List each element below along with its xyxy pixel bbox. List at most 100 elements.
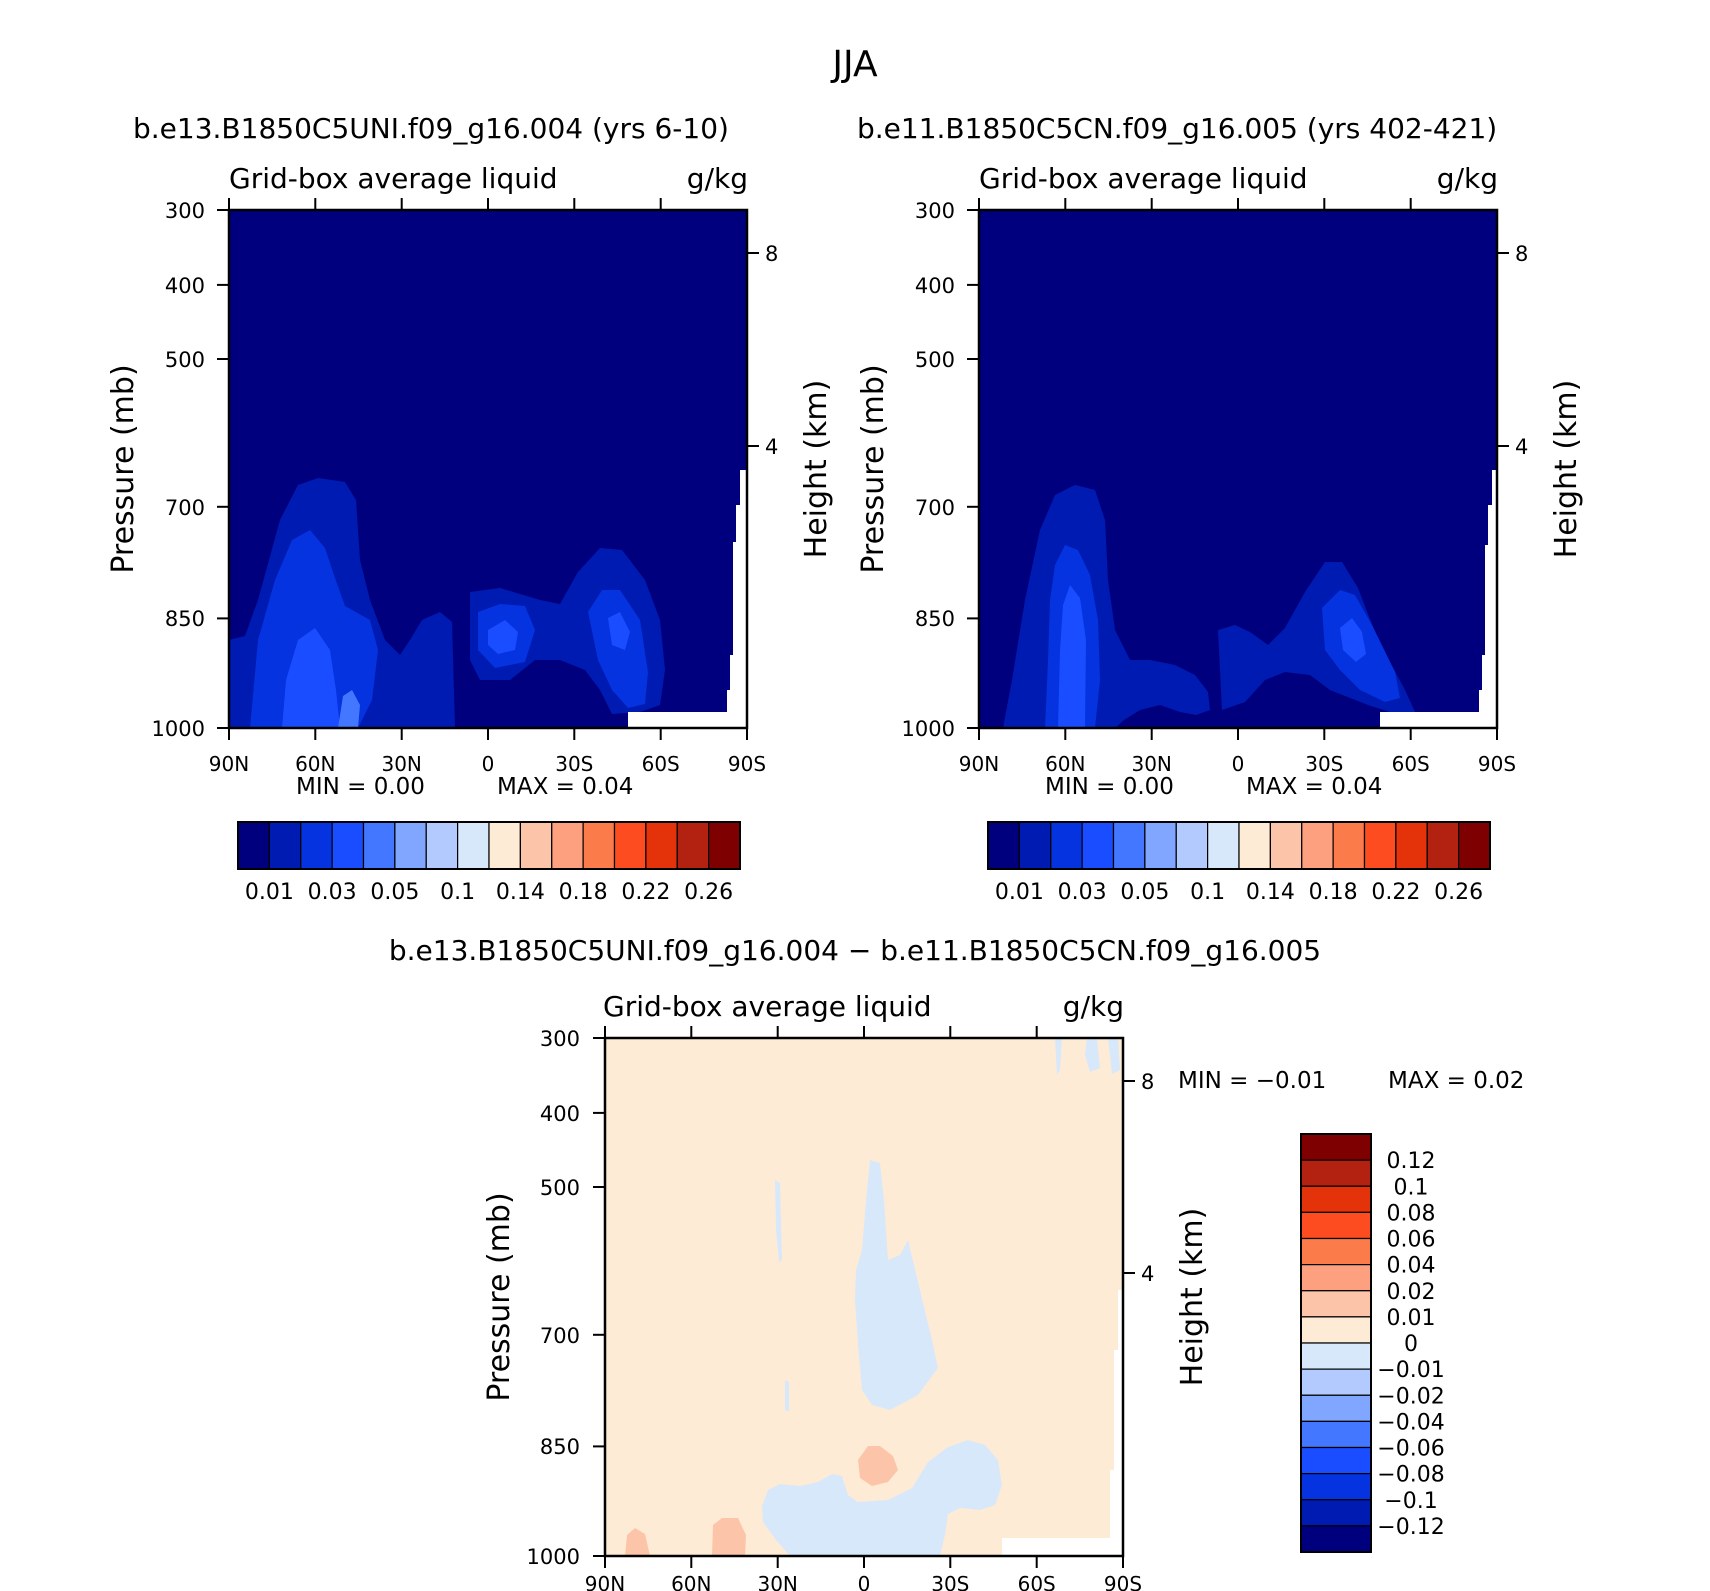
panel1-colorbar-box-5 — [394, 821, 427, 870]
panel3-colorbar-label: −0.02 — [1377, 1384, 1444, 1409]
panel2-case-title: b.e11.B1850C5CN.f09_g16.005 (yrs 402-421… — [857, 112, 1498, 145]
panel1-colorbar-box-2 — [300, 821, 333, 870]
panel3-xlabel-0: 0 — [858, 1572, 871, 1591]
panel3-ylabel-850: 850 — [540, 1435, 580, 1459]
panel2-colorbar-label: 0.03 — [1058, 880, 1107, 905]
panel3-contour-neg-top1 — [1055, 1038, 1062, 1075]
panel3-case-title: b.e13.B1850C5UNI.f09_g16.004 − b.e11.B18… — [388, 934, 1322, 967]
panel3-colorbar-box-8 — [1300, 1342, 1372, 1370]
panel3-colorbar-label: −0.04 — [1377, 1410, 1444, 1435]
panel2-colorbar-box-1 — [1018, 821, 1052, 870]
panel1-colorbar-box-13 — [645, 821, 678, 870]
panel3-contour-pos-0.01a — [858, 1446, 898, 1486]
panel1-colorbar-label: 0.14 — [496, 880, 545, 905]
panel2-contour-0.03 — [1058, 585, 1086, 728]
panel3-contour-pos-0.01b — [625, 1528, 650, 1556]
panel2-colorbar-box-11 — [1332, 821, 1366, 870]
panel1-y-axis-title: Pressure (mb) — [106, 364, 141, 573]
panel2-xlabel-90s: 90S — [1478, 752, 1516, 776]
panel2-colorbar-box-10 — [1301, 821, 1334, 870]
panel2-colorbar-box-5 — [1144, 821, 1177, 870]
panel3-contour-neg-main — [855, 1160, 938, 1410]
panel2-colorbar-box-3 — [1081, 821, 1115, 870]
panel3-field-label: Grid-box average liquid — [603, 990, 932, 1023]
panel1-xlabel-90n: 90N — [209, 752, 249, 776]
panel2-ylabel-850: 850 — [915, 607, 955, 631]
panel2-colorbar-frame — [987, 821, 1491, 870]
panel3-colorbar-box-2 — [1300, 1185, 1372, 1213]
panel2-y2label-4: 4 — [1515, 435, 1528, 459]
panel2-ylabel-700: 700 — [915, 496, 955, 520]
panel1-y2-axis-title: Height (km) — [799, 380, 834, 559]
panel3-contour-neg-sliver1 — [775, 1180, 782, 1262]
panel3-colorbar-label: −0.06 — [1377, 1437, 1444, 1462]
panel2-missing-data — [1380, 470, 1497, 728]
panel3-min-text: MIN = −0.01 — [1178, 1068, 1327, 1094]
panel1-xlabel-0: 0 — [482, 752, 495, 776]
panel1-ylabel-400: 400 — [165, 274, 205, 298]
panel1-colorbar-box-11 — [582, 821, 616, 870]
panel2-colorbar-box-15 — [1458, 821, 1491, 870]
panel2-colorbar-box-9 — [1269, 821, 1303, 870]
panel1-colorbar-label: 0.1 — [440, 880, 475, 905]
panel1-colorbar-label: 0.03 — [308, 880, 357, 905]
panel3-colorbar-box-3 — [1300, 1211, 1372, 1240]
panel2-field-label: Grid-box average liquid — [979, 162, 1308, 195]
panel1-colorbar-label: 0.01 — [245, 880, 294, 905]
panel3-colorbar-label: 0.12 — [1387, 1149, 1436, 1174]
panel2-colorbar-label: 0.26 — [1434, 880, 1483, 905]
panel3-y2-axis-title: Height (km) — [1175, 1208, 1210, 1387]
panel1-y2label-8: 8 — [765, 242, 778, 266]
panel1-contour-0.03c — [608, 612, 630, 650]
panel1-colorbar-box-14 — [676, 821, 710, 870]
panel1-colorbar-label: 0.26 — [684, 880, 733, 905]
panel3-xlabel-30n: 30N — [757, 1572, 797, 1591]
panel3-xlabel-90s: 90S — [1104, 1572, 1142, 1591]
panel3-contour-neg-top3 — [1108, 1038, 1120, 1074]
panel2-colorbar-label: 0.14 — [1246, 880, 1295, 905]
panel1-units: g/kg — [687, 162, 748, 195]
panel1-colorbar-box-15 — [708, 821, 741, 870]
panel2-y2-axis-title: Height (km) — [1549, 380, 1584, 559]
panel3-colorbar-box-13 — [1300, 1473, 1372, 1501]
panel3-contour-neg-sliver2 — [785, 1380, 789, 1412]
panel2-colorbar-label: 0.05 — [1120, 880, 1169, 905]
panel1-colorbar-label: 0.05 — [370, 880, 419, 905]
panel2-colorbar-box-4 — [1112, 821, 1146, 870]
panel2-colorbar-label: 0.1 — [1190, 880, 1225, 905]
panel3-contour-neg-top2 — [1085, 1038, 1100, 1072]
panel1-xlabel-60s: 60S — [642, 752, 680, 776]
panel1-xlabel-30s: 30S — [555, 752, 593, 776]
panel3-colorbar-box-14 — [1300, 1499, 1372, 1527]
panel3-missing-data — [1002, 1290, 1123, 1556]
panel3-y-axis-title: Pressure (mb) — [482, 1192, 517, 1401]
panel2-y2label-8: 8 — [1515, 242, 1528, 266]
panel3-colorbar-box-10 — [1300, 1394, 1372, 1422]
panel1-min-text: MIN = 0.00 — [296, 774, 425, 800]
panel1-colorbar-box-0 — [237, 821, 270, 870]
panel3-colorbar: 0.120.10.080.060.040.020.010−0.01−0.02−0… — [1300, 1133, 1445, 1553]
panel3-colorbar-frame — [1300, 1133, 1372, 1553]
panel3-units: g/kg — [1063, 990, 1124, 1023]
panel3-max-text: MAX = 0.02 — [1388, 1068, 1525, 1094]
panel3-plot: Grid-box average liquid g/kg 300 400 500… — [482, 990, 1210, 1591]
panel3-colorbar-label: −0.1 — [1384, 1489, 1437, 1514]
panel2-xlabel-90n: 90N — [959, 752, 999, 776]
panel1-plot: Grid-box average liquid g/kg 300 400 500… — [106, 162, 834, 776]
panel3-colorbar-label: 0.1 — [1394, 1175, 1429, 1200]
panel2-max-text: MAX = 0.04 — [1246, 774, 1383, 800]
panel1-max-text: MAX = 0.04 — [497, 774, 634, 800]
panel3-colorbar-box-12 — [1300, 1446, 1372, 1475]
panel3-y2label-4: 4 — [1141, 1262, 1154, 1286]
panel3-colorbar-label: 0.06 — [1387, 1228, 1436, 1253]
panel1-contour-0.02c — [588, 590, 648, 708]
panel2-xlabel-0: 0 — [1232, 752, 1245, 776]
panel1-xlabel-60n: 60N — [295, 752, 335, 776]
panel3-ylabel-400: 400 — [540, 1102, 580, 1126]
panel1-ylabel-500: 500 — [165, 348, 205, 372]
panel3-colorbar-box-7 — [1300, 1316, 1372, 1344]
panel3-colorbar-label: 0.04 — [1387, 1254, 1436, 1279]
panel1-missing-data — [628, 470, 747, 728]
panel1-colorbar-box-3 — [331, 821, 365, 870]
